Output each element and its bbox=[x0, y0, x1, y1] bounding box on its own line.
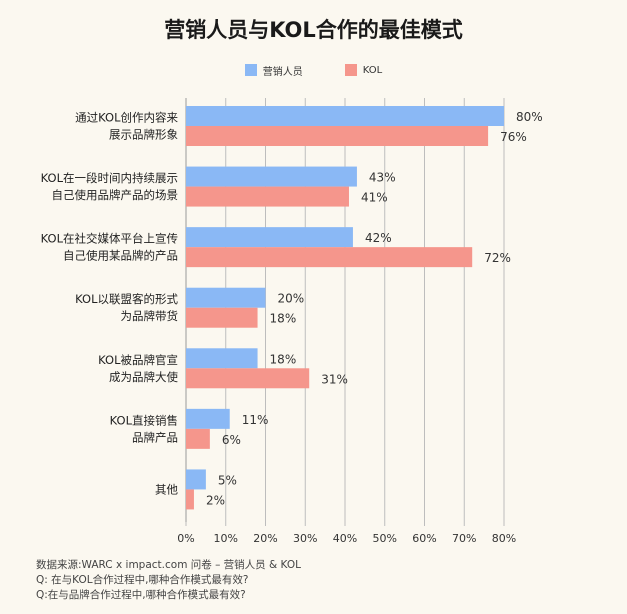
x-tick-label: 10% bbox=[214, 532, 238, 545]
x-tick-label: 40% bbox=[333, 532, 357, 545]
category-label: KOL以联盟客的形式 bbox=[75, 292, 178, 306]
data-label-marketers: 42% bbox=[365, 231, 392, 245]
bar-marketers bbox=[186, 408, 230, 429]
footer-question-kol: Q:在与品牌合作过程中,哪种合作模式最有效? bbox=[36, 589, 246, 601]
legend: 营销人员 KOL bbox=[0, 62, 627, 78]
data-label-marketers: 20% bbox=[278, 292, 305, 306]
bar-kol bbox=[186, 247, 473, 268]
x-tick-label: 30% bbox=[293, 532, 317, 545]
category-label: KOL直接销售 bbox=[110, 413, 178, 427]
bar-marketers bbox=[186, 287, 266, 308]
bar-kol bbox=[186, 186, 349, 207]
x-tick-label: 60% bbox=[412, 532, 436, 545]
data-label-kol: 76% bbox=[500, 130, 527, 144]
legend-label-kol: KOL bbox=[362, 64, 383, 76]
chart-title: 营销人员与KOL合作的最佳模式 bbox=[164, 18, 463, 42]
bar-marketers bbox=[186, 166, 357, 187]
x-tick-label: 20% bbox=[253, 532, 277, 545]
x-tick-label: 80% bbox=[492, 532, 516, 545]
x-tick-label: 0% bbox=[177, 532, 194, 545]
legend-swatch-marketers bbox=[244, 64, 257, 76]
legend-label-marketers: 营销人员 bbox=[262, 66, 303, 78]
bar-marketers bbox=[186, 469, 206, 490]
footer: 数据来源:WARC x impact.com 问卷 – 营销人员 & KOL Q… bbox=[36, 558, 301, 603]
category-label: 品牌产品 bbox=[132, 430, 178, 444]
data-label-kol: 2% bbox=[206, 493, 225, 507]
category-label: KOL在社交媒体平台上宣传 bbox=[41, 232, 178, 246]
bar-kol bbox=[186, 428, 210, 449]
category-label: KOL被品牌官宣 bbox=[98, 353, 178, 367]
data-label-kol: 18% bbox=[270, 312, 297, 326]
bar-chart: 0% 10% 20% 30% 40% 50% 60% 70% 80% 通过KOL创作内容来展示品牌… bbox=[41, 98, 543, 545]
bar-marketers bbox=[186, 227, 353, 248]
legend-item-kol: KOL bbox=[344, 62, 383, 78]
data-label-marketers: 80% bbox=[516, 110, 543, 124]
data-label-marketers: 18% bbox=[270, 352, 297, 366]
category-label: 成为品牌大使 bbox=[109, 370, 178, 384]
bar-kol bbox=[186, 368, 310, 389]
data-label-marketers: 43% bbox=[369, 171, 396, 185]
bar-kol bbox=[186, 489, 194, 510]
category-label: 自己使用某品牌的产品 bbox=[63, 249, 178, 263]
data-label-kol: 31% bbox=[321, 372, 348, 386]
legend-swatch-kol bbox=[344, 64, 357, 76]
data-label-marketers: 5% bbox=[218, 473, 237, 487]
bar-marketers bbox=[186, 106, 504, 126]
footer-source: 数据来源:WARC x impact.com 问卷 – 营销人员 & KOL bbox=[36, 559, 301, 571]
bar-marketers bbox=[186, 348, 258, 369]
bar-kol bbox=[186, 126, 489, 146]
x-tick-label: 70% bbox=[452, 532, 476, 545]
category-label: 展示品牌形象 bbox=[109, 128, 178, 142]
category-label: 通过KOL创作内容来 bbox=[75, 111, 178, 125]
footer-question-marketers: Q: 在与KOL合作过程中,哪种合作模式最有效? bbox=[36, 574, 249, 586]
data-label-marketers: 11% bbox=[242, 413, 269, 427]
bar-kol bbox=[186, 307, 258, 328]
category-label: 自己使用品牌产品的场景 bbox=[52, 188, 179, 202]
x-tick-label: 50% bbox=[373, 532, 397, 545]
legend-item-marketers: 营销人员 bbox=[244, 62, 303, 78]
data-label-kol: 41% bbox=[361, 191, 388, 205]
category-label: 其他 bbox=[155, 482, 178, 496]
data-label-kol: 72% bbox=[484, 251, 511, 265]
category-label: 为品牌带货 bbox=[121, 309, 179, 323]
category-label: KOL在一段时间内持续展示 bbox=[41, 171, 178, 185]
data-label-kol: 6% bbox=[222, 433, 241, 447]
